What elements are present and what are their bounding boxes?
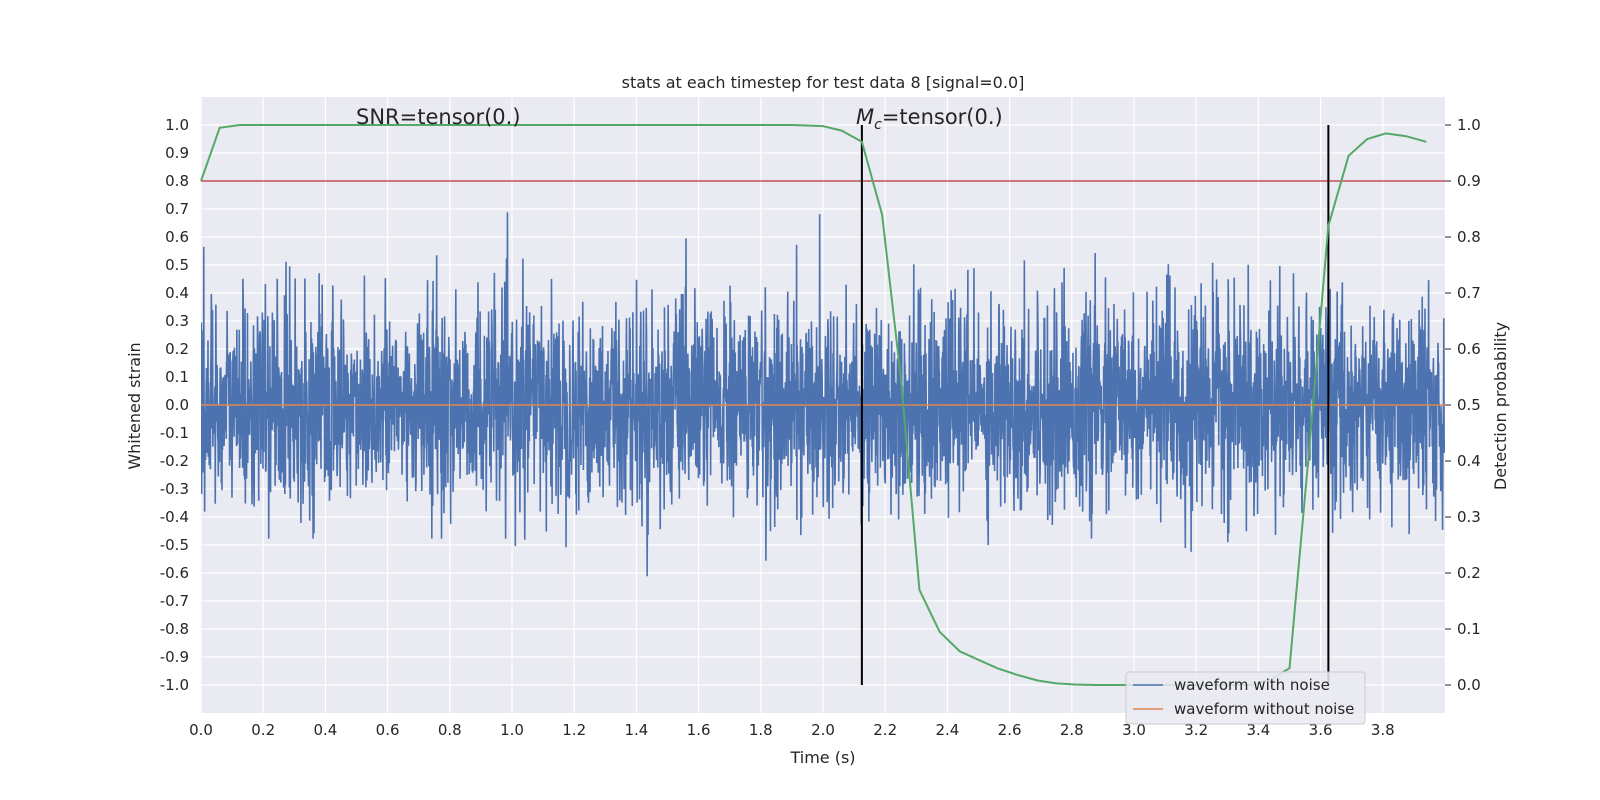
y-axis-label: Whitened strain xyxy=(125,342,144,469)
y2-tick-label: 0.0 xyxy=(1457,676,1481,694)
x-tick-label: 2.4 xyxy=(935,721,959,739)
y2-tick-label: 1.0 xyxy=(1457,116,1481,134)
detection-probability-line xyxy=(200,124,1427,686)
x-tick-label: 0.8 xyxy=(438,721,462,739)
x-tick-label: 3.6 xyxy=(1309,721,1333,739)
x-tick-label: 3.4 xyxy=(1246,721,1270,739)
waveform-with-noise-line xyxy=(201,212,1445,577)
vertical-markers xyxy=(860,125,1330,685)
y-tick-label: -0.4 xyxy=(160,508,189,526)
legend: waveform with noise waveform without noi… xyxy=(1125,671,1366,725)
y-tick-label: -0.9 xyxy=(160,648,189,666)
y-tick-label: 0.9 xyxy=(165,144,189,162)
x-tick-label: 1.2 xyxy=(562,721,586,739)
y-tick-label: 0.7 xyxy=(165,200,189,218)
legend-box xyxy=(1125,671,1366,725)
x-tick-label: 2.0 xyxy=(811,721,835,739)
x-tick-label: 3.0 xyxy=(1122,721,1146,739)
y-tick-label: 1.0 xyxy=(165,116,189,134)
y2-tick-label: 0.6 xyxy=(1457,340,1481,358)
x-tick-label: 0.2 xyxy=(251,721,275,739)
y-tick-label: 0.2 xyxy=(165,340,189,358)
y2-tick-label: 0.8 xyxy=(1457,228,1481,246)
y-axis-ticks: 1.0 0.9 0.8 0.7 0.6 0.5 0.4 0.3 0.2 0.1 0.0 -0.1 -0.… xyxy=(160,116,189,694)
y2-axis-label: Detection probability xyxy=(1491,322,1510,490)
y-tick-label: 0.5 xyxy=(165,256,189,274)
mc-value: =tensor(0.) xyxy=(882,105,1003,129)
x-tick-label: 2.2 xyxy=(873,721,897,739)
x-tick-label: 2.6 xyxy=(998,721,1022,739)
y-tick-label: 0.3 xyxy=(165,312,189,330)
x-tick-label: 2.8 xyxy=(1060,721,1084,739)
y2-tick-label: 0.4 xyxy=(1457,452,1481,470)
y-tick-label: -0.8 xyxy=(160,620,189,638)
x-tick-label: 1.6 xyxy=(687,721,711,739)
legend-label-clean: waveform without noise xyxy=(1174,700,1354,718)
chart-title: stats at each timestep for test data 8 [… xyxy=(622,73,1025,92)
y2-tick-label: 0.1 xyxy=(1457,620,1481,638)
y-tick-label: -0.2 xyxy=(160,452,189,470)
y-tick-label: 0.1 xyxy=(165,368,189,386)
y-tick-label: -0.3 xyxy=(160,480,189,498)
y2-tick-label: 0.9 xyxy=(1457,172,1481,190)
y-tick-label: -0.7 xyxy=(160,592,189,610)
plot-area xyxy=(200,124,1445,686)
y2-tick-label: 0.3 xyxy=(1457,508,1481,526)
mc-annotation: Mc=tensor(0.) xyxy=(856,105,1003,133)
x-axis-label: Time (s) xyxy=(789,748,855,767)
x-tick-label: 1.8 xyxy=(749,721,773,739)
snr-annotation: SNR=tensor(0.) xyxy=(356,105,521,129)
mc-symbol: M xyxy=(856,105,874,129)
y-tick-label: 0.6 xyxy=(165,228,189,246)
y-tick-label: -0.5 xyxy=(160,536,189,554)
x-tick-label: 3.2 xyxy=(1184,721,1208,739)
y-tick-label: 0.0 xyxy=(165,396,189,414)
y2-tick-label: 0.2 xyxy=(1457,564,1481,582)
mc-subscript: c xyxy=(874,117,882,133)
x-axis-ticks: 0.0 0.2 0.4 0.6 0.8 1.0 1.2 1.4 1.6 1.8 2.0 2.2 2.4 2… xyxy=(189,721,1395,739)
y2-tick-label: 0.7 xyxy=(1457,284,1481,302)
y2-axis-ticks: 1.0 0.9 0.8 0.7 0.6 0.5 0.4 0.3 0.2 0.1 0.0 xyxy=(1445,116,1481,694)
y-tick-label: -1.0 xyxy=(160,676,189,694)
x-tick-label: 1.0 xyxy=(500,721,524,739)
x-tick-label: 1.4 xyxy=(624,721,648,739)
x-tick-label: 0.0 xyxy=(189,721,213,739)
legend-label-noise: waveform with noise xyxy=(1174,676,1330,694)
y-tick-label: -0.6 xyxy=(160,564,189,582)
x-tick-label: 3.8 xyxy=(1371,721,1395,739)
x-tick-label: 0.6 xyxy=(376,721,400,739)
x-tick-label: 0.4 xyxy=(313,721,337,739)
y-tick-label: 0.8 xyxy=(165,172,189,190)
y-tick-label: -0.1 xyxy=(160,424,189,442)
y-tick-label: 0.4 xyxy=(165,284,189,302)
y2-tick-label: 0.5 xyxy=(1457,396,1481,414)
